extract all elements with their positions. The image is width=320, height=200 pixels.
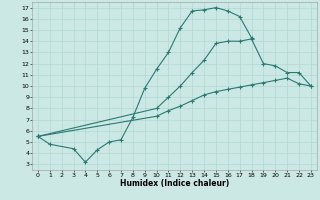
X-axis label: Humidex (Indice chaleur): Humidex (Indice chaleur) — [120, 179, 229, 188]
